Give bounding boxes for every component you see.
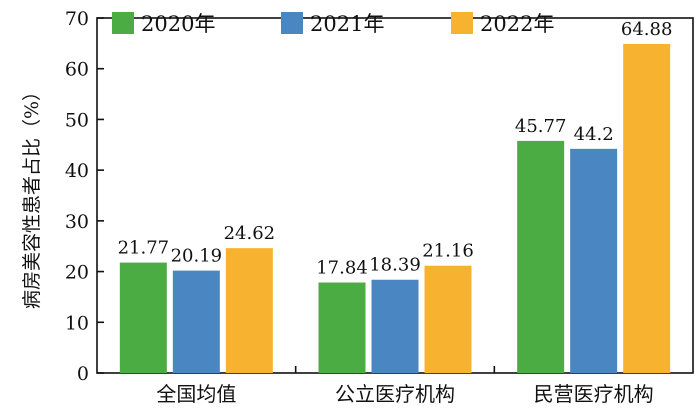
y-axis: 0 10 20 30 40 50 60 70 — [65, 8, 104, 385]
y-tick-label: 30 — [65, 211, 89, 233]
legend-swatch — [451, 12, 473, 34]
x-category-label: 民营医疗机构 — [534, 382, 654, 406]
bar — [570, 148, 618, 373]
bar — [225, 248, 273, 373]
bar — [424, 265, 472, 373]
bar-value-label: 45.77 — [515, 116, 567, 137]
legend-swatch — [281, 12, 303, 34]
y-tick-label: 50 — [65, 109, 89, 131]
legend-label: 2020年 — [141, 12, 215, 36]
bar — [172, 270, 220, 373]
bar — [623, 43, 671, 374]
bar-value-label: 24.62 — [224, 223, 276, 244]
bar — [517, 140, 565, 373]
bar-value-label: 44.2 — [574, 124, 614, 145]
legend-label: 2021年 — [310, 12, 384, 36]
y-tick-label: 20 — [65, 262, 89, 284]
x-axis: 全国均值 公立医疗机构 民营医疗机构 — [156, 366, 654, 406]
x-category-label: 全国均值 — [156, 382, 236, 406]
bar — [318, 282, 366, 373]
y-tick-label: 60 — [65, 59, 89, 81]
y-axis-label: 病房美容性患者占比（%） — [21, 82, 43, 309]
bar — [371, 279, 419, 373]
y-tick-label: 0 — [77, 363, 89, 385]
bar-value-label: 17.84 — [316, 258, 368, 279]
y-tick-label: 40 — [65, 160, 89, 182]
bar — [119, 262, 167, 373]
bar-value-label: 64.88 — [621, 19, 673, 40]
y-tick-label: 10 — [65, 312, 89, 334]
bar-value-label: 21.16 — [422, 241, 474, 262]
bar-value-label: 21.77 — [118, 238, 170, 259]
bar-value-label: 20.19 — [171, 246, 223, 267]
legend: 2020年 2021年 2022年 — [112, 12, 554, 36]
bar-value-label: 18.39 — [369, 255, 421, 276]
legend-label: 2022年 — [480, 12, 554, 36]
legend-swatch — [112, 12, 134, 34]
x-category-label: 公立医疗机构 — [335, 382, 455, 406]
y-tick-label: 70 — [65, 8, 89, 30]
